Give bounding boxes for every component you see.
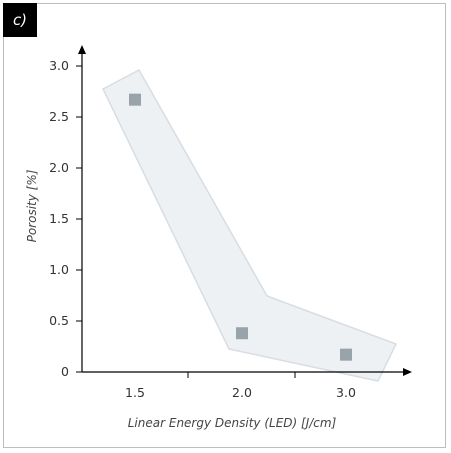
y-tick-label: 3.0: [49, 58, 69, 73]
y-tick-label: 1.0: [49, 262, 69, 277]
x-tick-label: 2.0: [232, 385, 252, 400]
panel-label: c): [3, 3, 37, 37]
x-tick-label: 3.0: [336, 385, 356, 400]
y-tick-label: 1.5: [49, 211, 69, 226]
x-axis-label: Linear Energy Density (LED) [J/cm]: [128, 416, 337, 430]
data-point: [129, 93, 141, 106]
y-tick-label: 0: [61, 364, 69, 379]
y-axis-arrow: [78, 45, 86, 54]
figure-frame: [3, 3, 446, 448]
data-point: [340, 348, 352, 361]
x-tick-label: 1.5: [125, 385, 145, 400]
y-tick-label: 0.5: [49, 313, 69, 328]
y-axis-label: Porosity [%]: [25, 169, 39, 242]
data-point: [236, 327, 248, 340]
x-axis-arrow: [403, 368, 412, 376]
trend-band: [102, 68, 398, 382]
y-tick-label: 2.0: [49, 160, 69, 175]
y-tick-label: 2.5: [49, 109, 69, 124]
